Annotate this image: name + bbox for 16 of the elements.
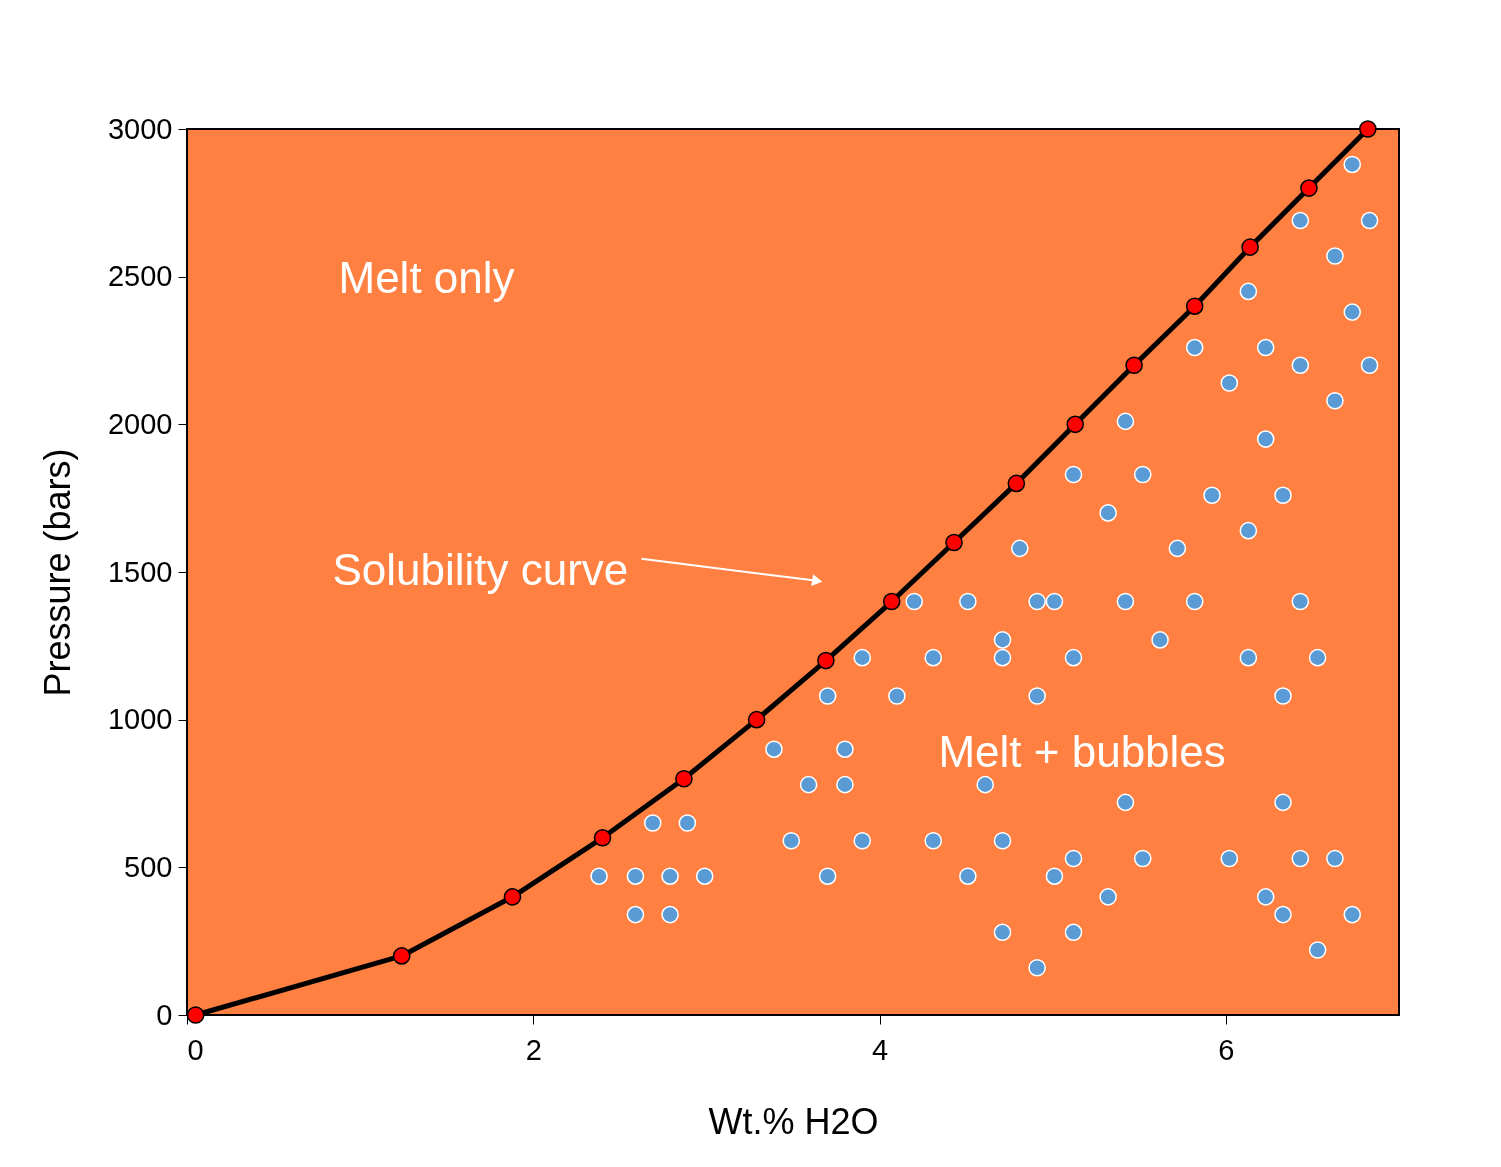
y-tick-label: 2000 <box>107 407 173 440</box>
x-axis-title: Wt.% H2O <box>708 1100 879 1142</box>
y-tick-label: 3000 <box>107 112 173 145</box>
y-tick-label: 2500 <box>107 260 173 293</box>
x-tick-label: 6 <box>1218 1033 1235 1066</box>
y-tick-label: 0 <box>156 998 173 1031</box>
annotation: Solubility curve <box>332 545 629 594</box>
annotation: Melt only <box>338 252 515 302</box>
annotation: Melt + bubbles <box>938 726 1226 776</box>
y-tick-label: 1500 <box>107 555 173 588</box>
y-tick-label: 1000 <box>107 703 173 736</box>
x-tick-label: 2 <box>525 1033 542 1066</box>
x-tick-label: 0 <box>187 1033 204 1066</box>
y-axis-title: Pressure (bars) <box>36 448 78 697</box>
x-tick-label: 4 <box>872 1033 889 1066</box>
y-tick-label: 500 <box>124 850 173 883</box>
